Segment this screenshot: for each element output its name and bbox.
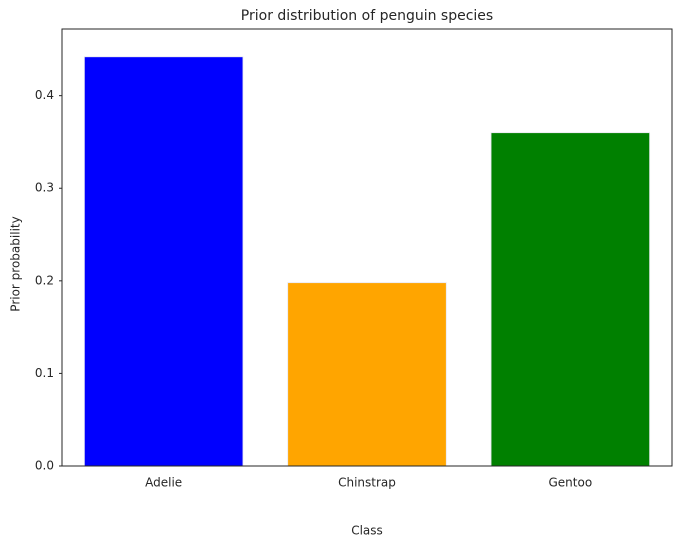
y-tick-label: 0.3	[35, 181, 54, 195]
x-tick-label: Gentoo	[548, 476, 592, 490]
bar	[490, 132, 651, 467]
y-tick-label: 0.1	[35, 366, 54, 380]
plot-frame	[61, 28, 673, 467]
x-axis-label: Class	[351, 524, 383, 538]
chart-title: Prior distribution of penguin species	[241, 8, 493, 24]
y-tick-label: 0.0	[35, 459, 54, 473]
y-tick-label: 0.2	[35, 273, 54, 287]
bar	[83, 56, 244, 467]
bar	[287, 282, 447, 467]
y-tick-label: 0.4	[35, 88, 54, 102]
x-tick-label: Adelie	[145, 476, 182, 490]
x-tick-label: Chinstrap	[338, 476, 396, 490]
y-axis-label: Prior probability	[9, 216, 23, 311]
